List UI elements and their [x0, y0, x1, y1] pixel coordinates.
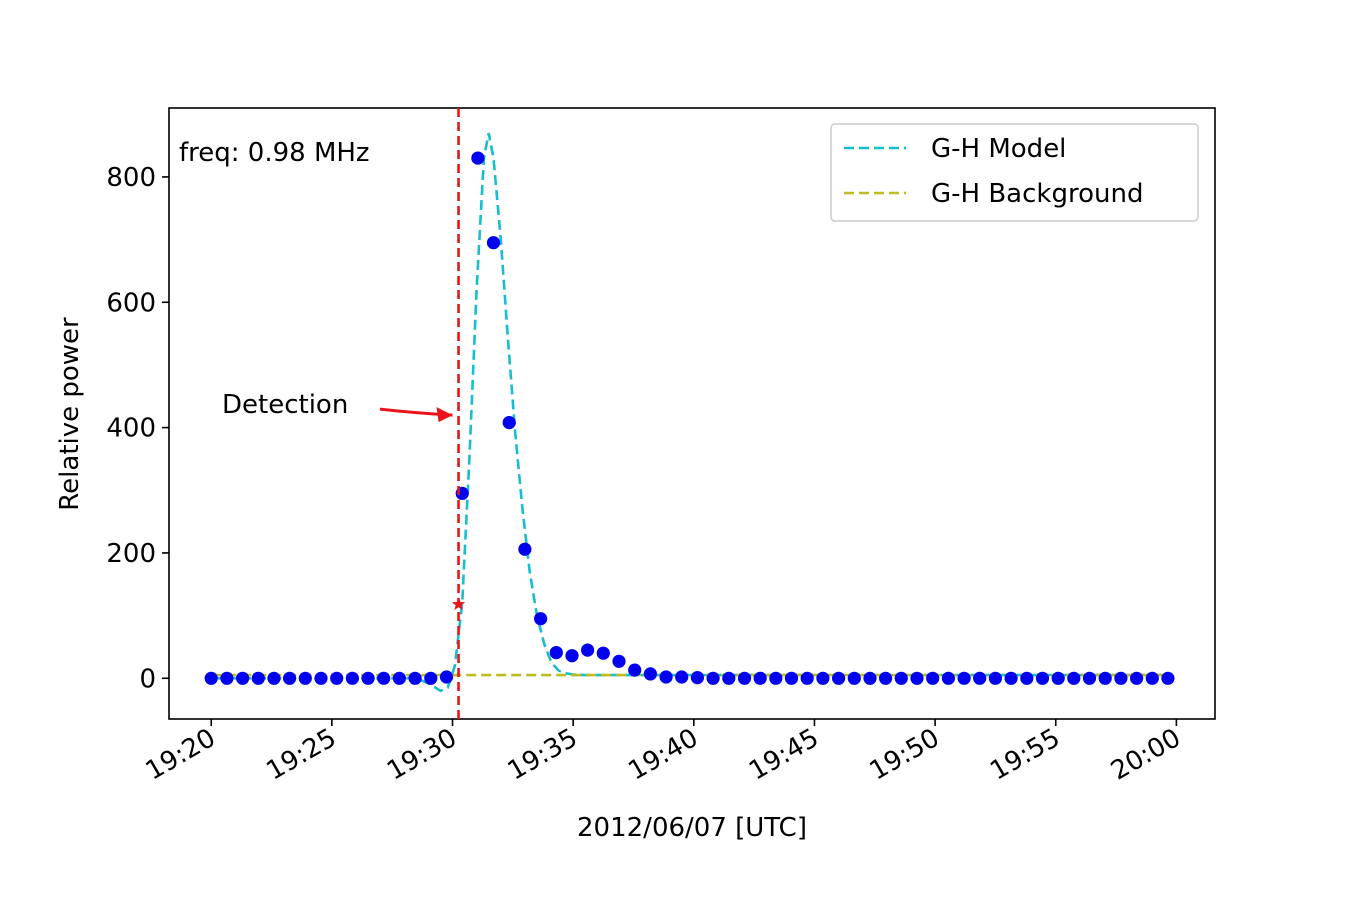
data-point [1145, 671, 1159, 685]
data-point [1098, 671, 1112, 685]
data-point [722, 671, 736, 685]
x-tick-label: 19:40 [623, 723, 703, 786]
x-tick-label: 19:25 [262, 723, 342, 786]
data-point [1067, 671, 1081, 685]
data-point [471, 151, 485, 165]
y-tick-label: 800 [106, 163, 156, 193]
legend: G-H Model G-H Background [830, 123, 1199, 222]
data-point [973, 671, 987, 685]
data-point [628, 663, 642, 677]
data-point [534, 612, 548, 626]
detection-arrow-head [436, 407, 453, 423]
data-point [204, 671, 218, 685]
data-point [675, 670, 689, 684]
legend-label-background: G-H Background [931, 179, 1143, 209]
data-point [643, 667, 658, 681]
data-point [549, 646, 563, 660]
data-point [596, 646, 610, 660]
data-point [737, 671, 752, 685]
data-point [283, 671, 297, 685]
y-axis-label: Relative power [55, 317, 85, 511]
data-point [518, 542, 532, 556]
x-tick-label: 19:30 [382, 723, 462, 786]
data-point [581, 643, 595, 657]
data-point [565, 649, 579, 663]
data-point [957, 671, 971, 685]
data-point [1161, 671, 1175, 685]
y-tick-label: 200 [106, 539, 156, 569]
data-point [1130, 671, 1144, 685]
data-point [706, 671, 720, 685]
legend-label-model: G-H Model [931, 134, 1066, 164]
x-axis-label: 2012/06/07 [UTC] [577, 813, 807, 843]
data-point [1035, 671, 1050, 685]
legend-box [830, 123, 1199, 222]
data-point [879, 671, 893, 685]
data-point [314, 671, 328, 685]
data-point [267, 671, 281, 685]
y-tick-label: 400 [106, 414, 156, 444]
data-point [1051, 671, 1065, 685]
data-point [784, 671, 799, 685]
data-point [690, 671, 705, 685]
data-point [502, 416, 516, 430]
data-point [486, 236, 501, 250]
x-tick-label: 19:55 [985, 723, 1065, 786]
x-tick-label: 19:50 [865, 723, 945, 786]
data-point [330, 671, 344, 685]
data-point [298, 671, 312, 685]
data-point [926, 671, 940, 685]
y-tick-label: 0 [139, 664, 156, 694]
data-point [612, 654, 626, 668]
frequency-annotation: freq: 0.98 MHz [179, 138, 370, 168]
detection-annotation: Detection [222, 390, 348, 420]
data-point [769, 671, 783, 685]
data-point [800, 671, 814, 685]
data-point [377, 671, 391, 685]
data-point [361, 671, 375, 685]
data-point [832, 671, 846, 685]
x-tick-label: 19:35 [503, 723, 583, 786]
data-point [1020, 671, 1034, 685]
model-curve [211, 132, 1172, 693]
data-point [408, 671, 422, 685]
data-point [863, 671, 877, 685]
data-point [910, 671, 924, 685]
detection-star-marker [451, 597, 466, 610]
data-point [251, 671, 265, 685]
data-point [345, 671, 359, 685]
data-point [941, 671, 956, 685]
axes-frame [168, 107, 1216, 720]
data-point [1114, 671, 1128, 685]
data-point [988, 671, 1003, 685]
data-point [1004, 671, 1018, 685]
data-point [753, 671, 767, 685]
data-point [424, 671, 438, 685]
data-point [236, 671, 250, 685]
data-point [392, 671, 406, 685]
x-tick-label: 19:20 [141, 723, 221, 786]
data-point [1082, 671, 1097, 685]
x-tick-label: 19:45 [744, 723, 824, 786]
data-point [894, 671, 908, 685]
x-tick-label: 20:00 [1106, 723, 1186, 786]
data-point [816, 671, 830, 685]
data-point [439, 670, 454, 684]
data-point [847, 671, 861, 685]
y-tick-label: 600 [106, 288, 156, 318]
data-point [220, 671, 234, 685]
data-point [659, 670, 673, 684]
